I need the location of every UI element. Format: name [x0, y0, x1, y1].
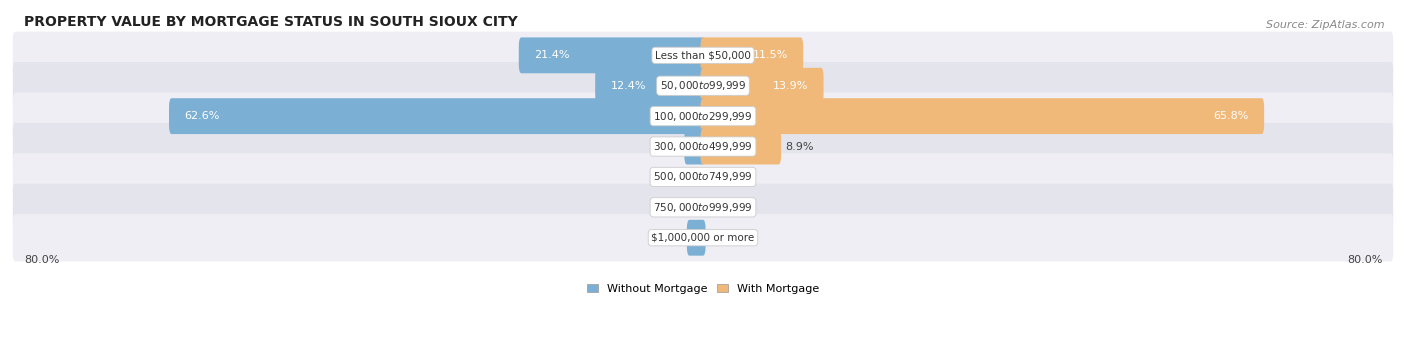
Text: 0.0%: 0.0% — [716, 233, 744, 243]
Text: 65.8%: 65.8% — [1213, 111, 1249, 121]
FancyBboxPatch shape — [13, 184, 1393, 231]
Text: $1,000,000 or more: $1,000,000 or more — [651, 233, 755, 243]
FancyBboxPatch shape — [13, 153, 1393, 201]
Text: $100,000 to $299,999: $100,000 to $299,999 — [654, 109, 752, 123]
Text: 0.0%: 0.0% — [716, 202, 744, 212]
Text: Source: ZipAtlas.com: Source: ZipAtlas.com — [1267, 20, 1385, 30]
FancyBboxPatch shape — [700, 98, 1264, 134]
FancyBboxPatch shape — [13, 123, 1393, 170]
FancyBboxPatch shape — [13, 214, 1393, 261]
Text: 80.0%: 80.0% — [1347, 255, 1382, 265]
FancyBboxPatch shape — [700, 68, 824, 104]
Text: 1.9%: 1.9% — [652, 141, 681, 152]
Legend: Without Mortgage, With Mortgage: Without Mortgage, With Mortgage — [582, 279, 824, 299]
FancyBboxPatch shape — [685, 129, 706, 165]
Text: $500,000 to $749,999: $500,000 to $749,999 — [654, 170, 752, 184]
FancyBboxPatch shape — [13, 62, 1393, 109]
Text: 0.0%: 0.0% — [662, 172, 690, 182]
FancyBboxPatch shape — [688, 220, 706, 256]
Text: $300,000 to $499,999: $300,000 to $499,999 — [654, 140, 752, 153]
Text: 21.4%: 21.4% — [534, 50, 569, 60]
FancyBboxPatch shape — [700, 129, 782, 165]
FancyBboxPatch shape — [595, 68, 706, 104]
Text: Less than $50,000: Less than $50,000 — [655, 50, 751, 60]
Text: 0.0%: 0.0% — [716, 172, 744, 182]
FancyBboxPatch shape — [13, 32, 1393, 79]
Text: 8.9%: 8.9% — [786, 141, 814, 152]
Text: 11.5%: 11.5% — [752, 50, 787, 60]
FancyBboxPatch shape — [700, 37, 803, 73]
Text: PROPERTY VALUE BY MORTGAGE STATUS IN SOUTH SIOUX CITY: PROPERTY VALUE BY MORTGAGE STATUS IN SOU… — [24, 15, 517, 29]
Text: $50,000 to $99,999: $50,000 to $99,999 — [659, 79, 747, 92]
Text: 0.0%: 0.0% — [662, 202, 690, 212]
Text: $750,000 to $999,999: $750,000 to $999,999 — [654, 201, 752, 214]
Text: 62.6%: 62.6% — [184, 111, 219, 121]
FancyBboxPatch shape — [13, 92, 1393, 140]
Text: 1.6%: 1.6% — [654, 233, 683, 243]
Text: 12.4%: 12.4% — [610, 81, 645, 91]
FancyBboxPatch shape — [519, 37, 706, 73]
Text: 13.9%: 13.9% — [773, 81, 808, 91]
Text: 80.0%: 80.0% — [24, 255, 59, 265]
FancyBboxPatch shape — [169, 98, 706, 134]
